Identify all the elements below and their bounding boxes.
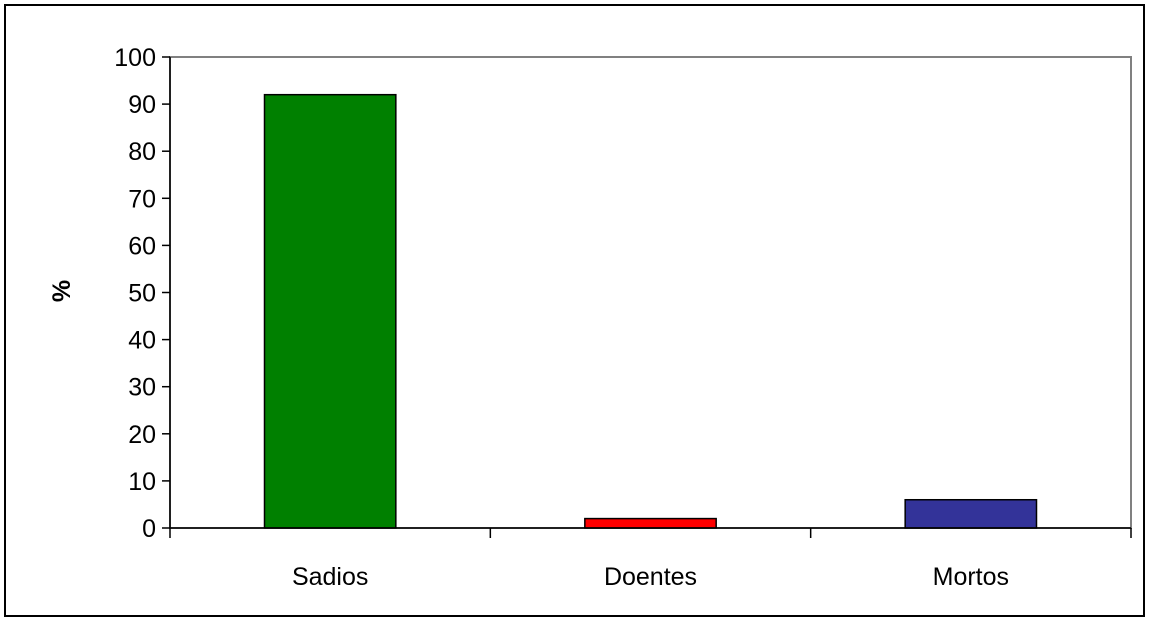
y-axis-label: % — [48, 280, 76, 302]
y-tick-label: 10 — [128, 468, 156, 496]
y-tick-label: 0 — [142, 515, 156, 543]
x-tick-label: Sadios — [292, 563, 368, 591]
bar-sadios — [263, 93, 397, 529]
x-tick-label: Mortos — [933, 563, 1009, 591]
y-tick-label: 80 — [128, 138, 156, 166]
bars — [263, 93, 1038, 529]
bar-mortos — [904, 498, 1038, 529]
y-tick-label: 100 — [114, 44, 156, 72]
bar-doentes — [584, 517, 717, 529]
y-tick-label: 30 — [128, 374, 156, 402]
x-axis-ticks: Sadios Doentes Mortos — [169, 528, 1132, 591]
y-tick-label: 90 — [128, 91, 156, 119]
y-tick-label: 40 — [128, 327, 156, 355]
y-tick-label: 70 — [128, 185, 156, 213]
y-axis-ticks: 0 10 20 30 40 50 60 70 80 90 100 — [114, 44, 170, 543]
x-tick-label: Doentes — [604, 563, 697, 591]
y-tick-label: 60 — [128, 232, 156, 260]
y-tick-label: 20 — [128, 421, 156, 449]
y-tick-label: 50 — [128, 280, 156, 308]
